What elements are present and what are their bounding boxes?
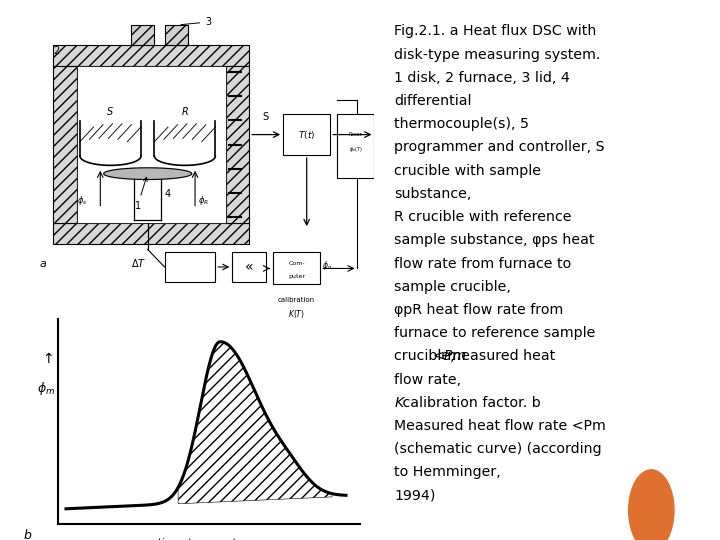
Bar xyxy=(273,252,320,285)
Text: «: « xyxy=(245,260,253,274)
Bar xyxy=(165,25,189,45)
Text: differential: differential xyxy=(395,94,472,108)
Text: φpR heat flow rate from: φpR heat flow rate from xyxy=(395,303,564,317)
Text: thermocouple(s), 5: thermocouple(s), 5 xyxy=(395,117,529,131)
Circle shape xyxy=(629,470,674,540)
Text: programmer and controller, S: programmer and controller, S xyxy=(395,140,605,154)
Text: $\phi_{R}$: $\phi_{R}$ xyxy=(199,194,210,207)
Text: Measured heat flow rate <Pm: Measured heat flow rate <Pm xyxy=(395,419,606,433)
Text: Recor-: Recor- xyxy=(348,132,364,137)
Text: $\uparrow$: $\uparrow$ xyxy=(40,351,53,366)
Bar xyxy=(53,45,249,66)
Text: $\phi_n$: $\phi_n$ xyxy=(322,259,332,273)
Text: $K(T)$: $K(T)$ xyxy=(288,308,305,320)
Text: 1 disk, 2 furnace, 3 lid, 4: 1 disk, 2 furnace, 3 lid, 4 xyxy=(395,71,570,85)
Text: Com-: Com- xyxy=(288,261,305,266)
Text: 1: 1 xyxy=(135,177,147,211)
Text: R: R xyxy=(181,107,188,117)
Text: $T(t)$: $T(t)$ xyxy=(298,129,315,140)
Text: flow rate from furnace to: flow rate from furnace to xyxy=(395,256,572,271)
Text: $\phi_{s}$: $\phi_{s}$ xyxy=(76,194,87,207)
Bar xyxy=(53,223,249,244)
Text: $\phi_n(T)$: $\phi_n(T)$ xyxy=(349,145,363,154)
Bar xyxy=(225,66,249,223)
Text: $\Delta T$: $\Delta T$ xyxy=(131,257,146,269)
Text: time, temperature: time, temperature xyxy=(158,538,254,540)
Text: <Pm: <Pm xyxy=(432,349,466,363)
Text: 2: 2 xyxy=(53,46,60,56)
Text: S: S xyxy=(263,112,269,122)
Text: S: S xyxy=(107,107,114,117)
Text: to Hemminger,: to Hemminger, xyxy=(395,465,501,480)
Text: Fig.2.1. a Heat flux DSC with: Fig.2.1. a Heat flux DSC with xyxy=(395,24,597,38)
Bar xyxy=(233,252,266,281)
Text: 4: 4 xyxy=(165,189,171,199)
Text: K: K xyxy=(395,396,403,410)
Text: crucible with sample: crucible with sample xyxy=(395,164,541,178)
Bar xyxy=(76,66,225,223)
Bar xyxy=(283,114,330,155)
Text: calibration factor. b: calibration factor. b xyxy=(398,396,541,410)
Text: measured heat: measured heat xyxy=(444,349,556,363)
Text: crucible,: crucible, xyxy=(395,349,459,363)
Text: 1994): 1994) xyxy=(395,489,436,503)
Text: calibration: calibration xyxy=(278,297,315,303)
Text: flow rate,: flow rate, xyxy=(395,373,462,387)
Text: furnace to reference sample: furnace to reference sample xyxy=(395,326,595,340)
Text: 3: 3 xyxy=(181,17,212,27)
Text: puter: puter xyxy=(288,274,305,279)
Text: sample crucible,: sample crucible, xyxy=(395,280,511,294)
Text: R crucible with reference: R crucible with reference xyxy=(395,210,572,224)
Bar xyxy=(165,252,215,281)
Text: sample substance, φps heat: sample substance, φps heat xyxy=(395,233,595,247)
Polygon shape xyxy=(104,168,192,179)
Text: substance,: substance, xyxy=(395,187,472,201)
Bar xyxy=(131,25,154,45)
Text: disk-type measuring system.: disk-type measuring system. xyxy=(395,48,600,62)
Text: $\phi_m$: $\phi_m$ xyxy=(37,380,55,397)
Text: (schematic curve) (according: (schematic curve) (according xyxy=(395,442,602,456)
Bar xyxy=(337,114,374,178)
Text: a: a xyxy=(40,259,46,269)
Bar xyxy=(53,66,76,223)
Text: b: b xyxy=(24,529,32,540)
